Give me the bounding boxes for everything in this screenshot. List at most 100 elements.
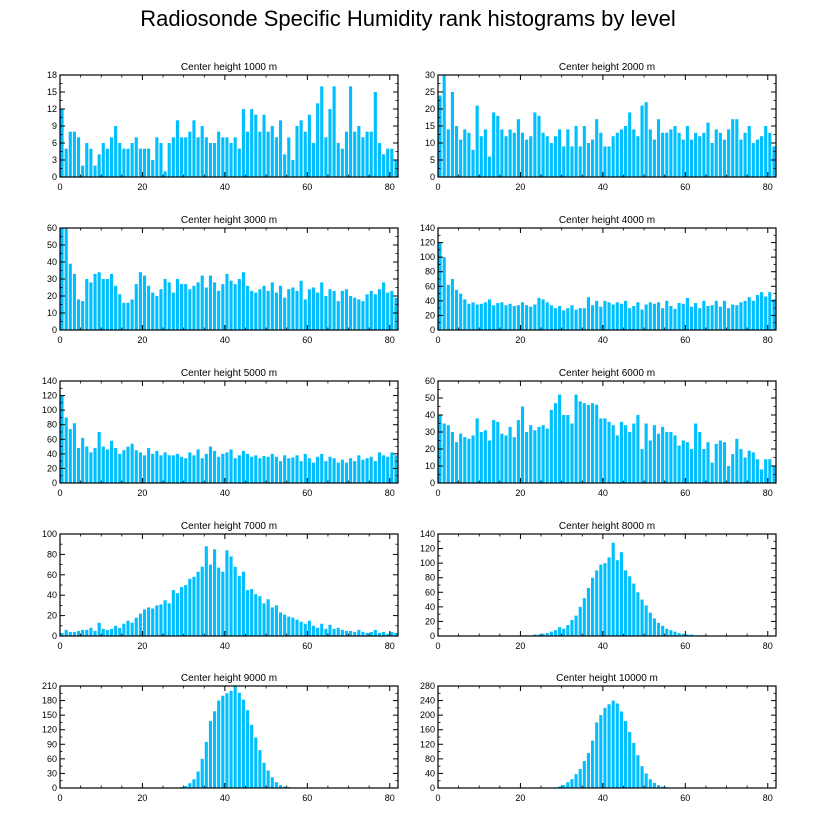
panel-title: Center height 2000 m (559, 62, 655, 73)
histogram-panel-10: Center height 10000 m 0 20 40 60 80 0 40 80 120 16… (420, 673, 777, 803)
histogram-bar (578, 401, 582, 483)
histogram-bar (213, 450, 217, 483)
histogram-bar (134, 450, 138, 483)
histogram-panel-1: Center height 1000 m 0 20 40 60 80 0 3 6 9 12 15 18 (47, 62, 399, 192)
histogram-bar (291, 617, 295, 636)
histogram-bar (652, 425, 656, 483)
histogram-bar (529, 136, 533, 177)
histogram-bar (768, 292, 772, 330)
histogram-bar (595, 119, 599, 177)
histogram-bar (636, 755, 640, 788)
y-tick-label: 80 (47, 549, 57, 559)
y-tick-label: 20 (47, 463, 57, 473)
histogram-bar (615, 703, 619, 788)
histogram-bar (665, 132, 669, 177)
x-tick-label: 0 (435, 335, 440, 345)
histogram-bar (454, 126, 459, 177)
histogram-bar (558, 305, 562, 330)
histogram-bar (245, 710, 250, 788)
histogram-bar (369, 631, 373, 636)
histogram-bar (163, 171, 167, 177)
histogram-bar (731, 119, 735, 177)
histogram-bar (204, 741, 208, 788)
histogram-bar (278, 120, 283, 177)
histogram-bar (504, 136, 508, 177)
histogram-bar (180, 587, 184, 636)
histogram-bar (685, 634, 689, 636)
histogram-bar (656, 433, 661, 483)
histogram-bar (615, 435, 619, 483)
y-tick-label: 180 (42, 696, 57, 706)
y-tick-label: 60 (47, 570, 57, 580)
histogram-bar (492, 305, 496, 330)
y-tick-label: 120 (42, 725, 57, 735)
histogram-bar (549, 143, 553, 177)
histogram-bar (217, 567, 221, 636)
histogram-bar (636, 415, 640, 483)
histogram-bar (250, 290, 254, 330)
y-tick-label: 80 (425, 573, 435, 583)
histogram-bar (665, 300, 669, 330)
histogram-bar (245, 285, 250, 330)
y-tick-label: 100 (42, 529, 57, 539)
histogram-bar (566, 782, 570, 788)
histogram-bar (541, 633, 545, 636)
histogram-bar (558, 129, 562, 177)
histogram-bar (221, 695, 225, 788)
histogram-bar (644, 605, 648, 636)
histogram-bar (619, 711, 623, 788)
histogram-bar (200, 458, 204, 483)
histogram-bar (311, 625, 316, 636)
histogram-bar (151, 608, 155, 636)
histogram-bar (303, 623, 307, 636)
histogram-bar (299, 120, 303, 177)
histogram-bar (85, 143, 89, 177)
histogram-bar (537, 426, 541, 483)
histogram-bar (582, 308, 586, 330)
histogram-bar (266, 770, 270, 788)
histogram-bar (549, 305, 553, 330)
histogram-bar (184, 585, 188, 636)
histogram-bar (586, 404, 591, 483)
histogram-bar (122, 623, 126, 636)
histogram-bar (340, 629, 344, 636)
histogram-bar (175, 453, 180, 483)
histogram-bar (382, 282, 386, 330)
histogram-bar (681, 633, 685, 636)
x-tick-label: 60 (680, 641, 690, 651)
histogram-bar (295, 455, 299, 483)
histogram-bar (68, 131, 72, 177)
plot-frame (59, 685, 399, 789)
histogram-bar (200, 566, 204, 636)
histogram-bar (138, 452, 142, 483)
histogram-bar (344, 131, 349, 177)
histogram-bar (217, 290, 221, 330)
histogram-bar (89, 148, 93, 177)
histogram-bar (722, 300, 727, 330)
histogram-bar (386, 633, 390, 636)
histogram-bar (562, 310, 566, 330)
y-tick-label: 9 (52, 121, 57, 131)
histogram-bar (237, 148, 241, 177)
histogram-bar (229, 143, 233, 177)
histogram-bar (266, 456, 270, 483)
x-tick-label: 0 (57, 488, 62, 498)
histogram-bar (516, 420, 520, 483)
histogram-bar (349, 296, 353, 330)
histogram-bar (595, 404, 599, 483)
x-tick-label: 60 (680, 793, 690, 803)
histogram-bar (250, 109, 254, 177)
histogram-bar (558, 786, 562, 788)
histogram-bar (706, 122, 710, 177)
histogram-bar (336, 301, 340, 330)
histogram-bar (109, 440, 114, 483)
histogram-bar (628, 112, 632, 177)
histogram-bar (85, 446, 89, 483)
histogram-bar (706, 305, 710, 330)
y-tick-label: 40 (425, 602, 435, 612)
histogram-bar (188, 578, 192, 636)
y-tick-label: 100 (420, 558, 435, 568)
histogram-bar (320, 282, 324, 330)
histogram-bar (714, 300, 718, 330)
histogram-bar (566, 129, 570, 177)
